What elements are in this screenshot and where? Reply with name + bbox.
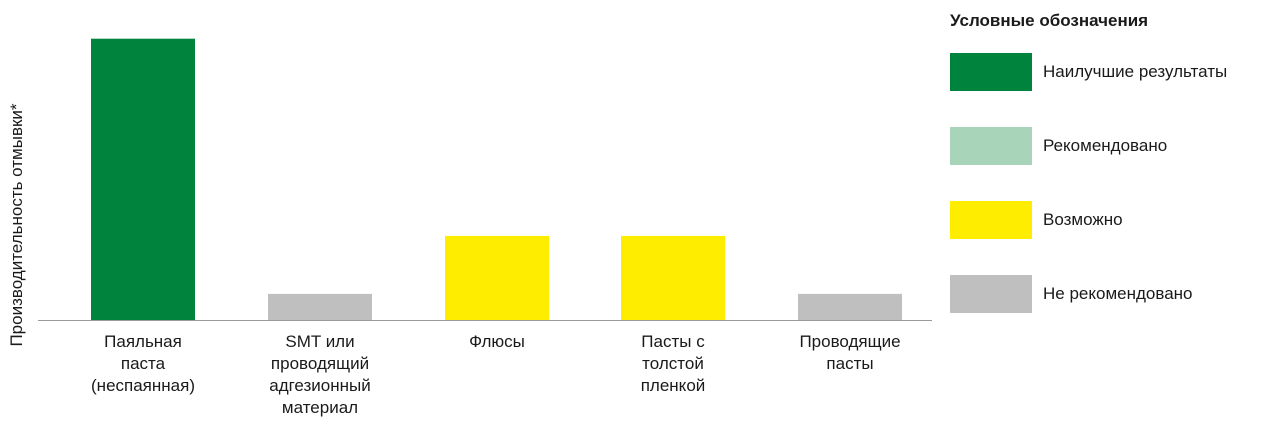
legend-title: Условные обозначения — [950, 11, 1149, 30]
bar — [621, 235, 725, 320]
legend: Условные обозначения Наилучшие результат… — [950, 10, 1275, 313]
bar — [445, 235, 549, 320]
y-axis-label-group: Производительность отмывки* — [7, 103, 26, 346]
bar-chart: Производительность отмывки* Паяльная паст… — [7, 38, 932, 417]
legend-item-recommended: Рекомендовано — [950, 127, 1275, 165]
bars-group — [91, 38, 902, 320]
legend-label: Наилучшие результаты — [1043, 62, 1228, 81]
x-tick-label: Проводящие пасты — [799, 332, 900, 373]
bar — [91, 38, 195, 320]
bar — [798, 293, 902, 320]
legend-swatch — [950, 127, 1032, 165]
legend-swatch — [950, 275, 1032, 313]
legend-swatch — [950, 201, 1032, 239]
x-tick-label: Пасты с толстой пленкой — [641, 332, 706, 395]
x-tick-labels-group: Паяльная паста (неспаянная) SMT или проводящ… — [91, 332, 901, 417]
legend-label: Рекомендовано — [1043, 136, 1168, 155]
legend-item-best: Наилучшие результаты — [950, 53, 1275, 91]
y-axis-label: Производительность отмывки* — [7, 103, 26, 346]
legend-label: Возможно — [1043, 210, 1123, 229]
bar — [268, 293, 372, 320]
legend-swatch — [950, 53, 1032, 91]
legend-item-not-recommended: Не рекомендовано — [950, 275, 1275, 313]
x-tick-label: Флюсы — [469, 332, 525, 351]
x-tick-label: Паяльная паста (неспаянная) — [91, 332, 195, 395]
x-tick-label: SMT или проводящий адгезионный материал — [269, 332, 371, 417]
legend-label: Не рекомендовано — [1043, 284, 1193, 303]
legend-item-possible: Возможно — [950, 201, 1275, 239]
